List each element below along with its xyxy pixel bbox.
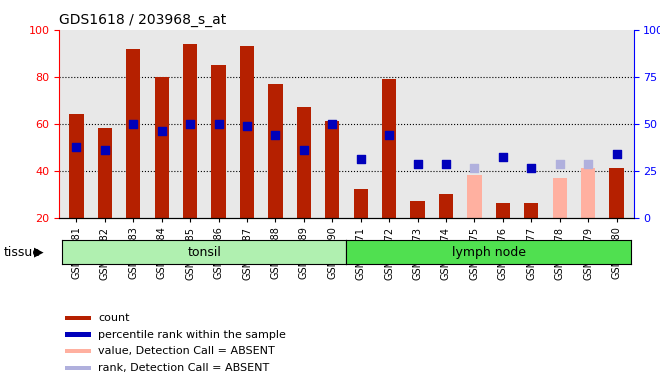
Text: percentile rank within the sample: percentile rank within the sample: [98, 330, 286, 339]
Text: count: count: [98, 313, 130, 322]
Bar: [439, 194, 453, 217]
FancyBboxPatch shape: [65, 316, 90, 320]
FancyBboxPatch shape: [65, 333, 90, 336]
Bar: [269, 84, 282, 218]
Point: [270, 132, 280, 138]
Point: [384, 132, 395, 138]
Text: tonsil: tonsil: [187, 246, 221, 259]
Bar: [467, 176, 482, 217]
Point: [298, 147, 309, 153]
FancyBboxPatch shape: [65, 350, 90, 353]
Bar: [211, 65, 226, 218]
Bar: [581, 168, 595, 217]
FancyBboxPatch shape: [65, 366, 90, 370]
Point: [412, 160, 423, 166]
Bar: [411, 201, 424, 217]
Point: [213, 121, 224, 127]
Bar: [524, 203, 539, 217]
Bar: [69, 114, 84, 218]
Point: [498, 154, 508, 160]
Bar: [98, 128, 112, 217]
Bar: [154, 77, 169, 218]
Text: ▶: ▶: [34, 246, 44, 259]
Point: [554, 160, 565, 166]
Text: tissue: tissue: [3, 246, 40, 259]
Bar: [382, 79, 396, 218]
Bar: [325, 122, 339, 218]
Point: [526, 165, 537, 171]
Bar: [552, 178, 567, 218]
Bar: [354, 189, 368, 217]
Text: lymph node: lymph node: [451, 246, 525, 259]
Text: rank, Detection Call = ABSENT: rank, Detection Call = ABSENT: [98, 363, 270, 373]
Bar: [496, 203, 510, 217]
Point: [583, 160, 593, 166]
Text: GDS1618 / 203968_s_at: GDS1618 / 203968_s_at: [59, 13, 226, 27]
Point: [611, 151, 622, 157]
Bar: [126, 49, 141, 217]
Bar: [609, 168, 624, 217]
Point: [469, 165, 480, 171]
Bar: [240, 46, 254, 217]
Point: [185, 121, 195, 127]
Bar: [297, 107, 311, 218]
Text: value, Detection Call = ABSENT: value, Detection Call = ABSENT: [98, 346, 275, 356]
Point: [441, 160, 451, 166]
Point: [327, 121, 337, 127]
Point: [156, 128, 167, 134]
Bar: [183, 44, 197, 218]
Point: [100, 147, 110, 153]
Point: [71, 144, 82, 150]
Point: [242, 123, 252, 129]
Point: [356, 156, 366, 162]
Point: [128, 121, 139, 127]
